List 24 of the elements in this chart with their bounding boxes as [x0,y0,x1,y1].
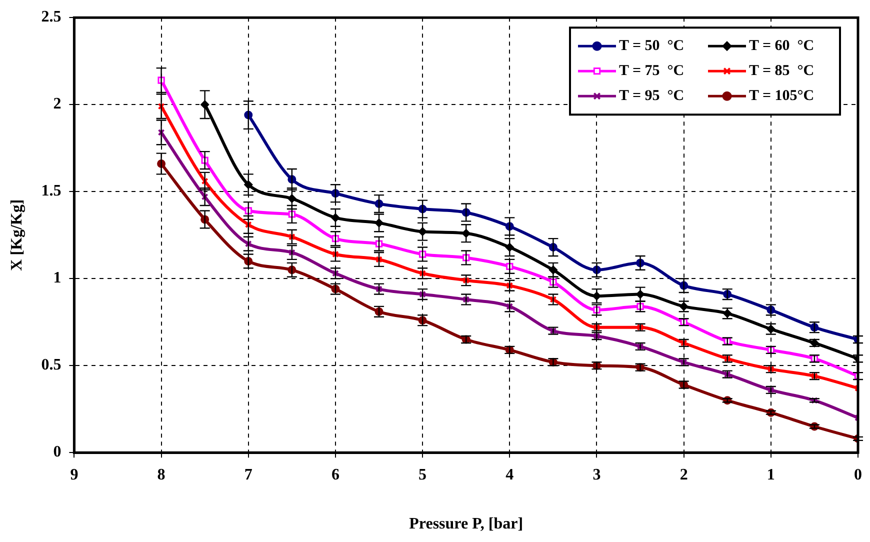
x-tick-label: 3 [592,466,601,484]
x-tick-label: 1 [766,466,775,484]
x-tick-label: 5 [418,466,427,484]
y-tick-label: 1 [53,270,62,287]
x-tick-label: 2 [680,466,688,484]
legend-label: T = 105°C [749,88,814,104]
y-axis-title: X [Kg/Kg] [8,199,26,271]
y-tick-label: 2 [53,96,62,113]
y-tick-label: 0.5 [41,356,62,374]
x-tick-label: 8 [157,466,166,484]
legend-label: T = 50 °C [619,38,684,54]
legend-label: T = 95 °C [619,88,684,104]
x-tick-label: 6 [331,466,340,484]
x-tick-label: 9 [70,466,78,484]
y-tick-label: 1.5 [41,182,62,200]
legend-label: T = 85 °C [749,62,814,79]
y-tick-label: 2.5 [41,8,62,26]
legend-label: T = 60 °C [749,38,814,54]
x-axis-title: Pressure P, [bar] [409,516,524,533]
x-tick-label: 0 [854,466,862,484]
x-tick-label: 7 [244,466,252,484]
legend-label: T = 75 °C [619,62,684,79]
y-tick-label: 0 [53,444,62,461]
x-tick-label: 4 [506,466,514,484]
